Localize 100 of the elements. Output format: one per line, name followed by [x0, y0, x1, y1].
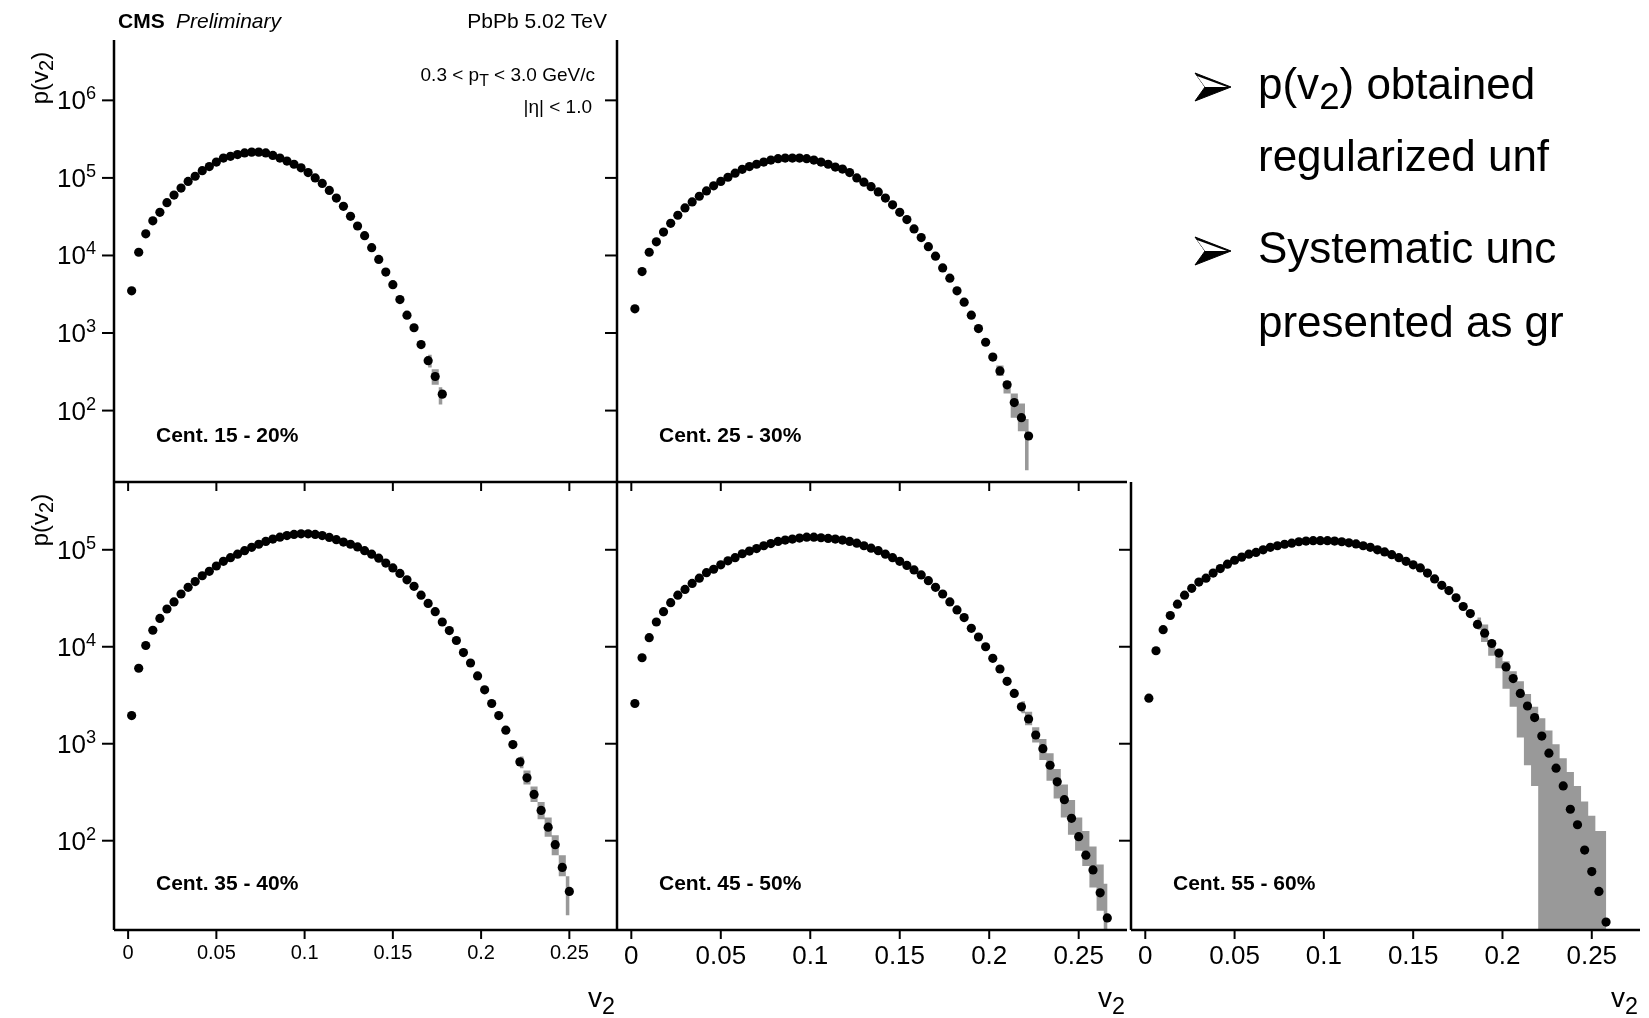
point: [938, 263, 948, 273]
point: [1016, 413, 1027, 423]
point: [644, 247, 654, 257]
point: [345, 211, 356, 221]
x-tick-label: 0.05: [196, 941, 236, 963]
point: [367, 243, 377, 253]
x-axis-title: v$_{2}$: [588, 982, 615, 1018]
point: [204, 161, 214, 172]
point: [959, 297, 969, 307]
point: [823, 159, 833, 169]
x-tick-label: 0.1: [792, 940, 829, 971]
point: [388, 280, 398, 290]
point: [880, 193, 891, 203]
point: [141, 229, 151, 239]
point: [176, 183, 186, 193]
point: [902, 215, 912, 225]
point: [673, 210, 683, 220]
point: [232, 149, 243, 160]
x-tick-label: 0.05: [695, 940, 747, 971]
point: [966, 310, 976, 320]
x-tick-label: 0: [624, 940, 639, 971]
annotation: Cent. 15 - 20%: [156, 423, 299, 446]
point: [395, 294, 405, 305]
point: [930, 251, 941, 261]
point: [127, 286, 137, 296]
point: [909, 224, 919, 234]
point: [169, 190, 179, 200]
point: [952, 286, 962, 296]
y-tick-label: 10$^{4}$: [56, 629, 96, 662]
x-tick-label: 0.25: [1566, 940, 1618, 971]
text: Preliminary: [176, 9, 282, 32]
point: [374, 254, 384, 264]
x-tick-label: 0: [122, 941, 134, 963]
point: [296, 163, 306, 173]
point: [666, 218, 676, 228]
point: [162, 198, 172, 208]
point: [701, 186, 712, 196]
x-tick-label: 0.15: [373, 941, 413, 963]
point: [887, 200, 898, 210]
point: [837, 164, 848, 174]
x-tick-label: 0.1: [290, 941, 319, 963]
point: [680, 203, 690, 213]
point: [211, 157, 221, 167]
x-tick-label: 0.2: [971, 940, 1008, 971]
text: p(v$_{2}$) obtained: [1258, 59, 1536, 117]
annotation: Cent. 35 - 40%: [156, 871, 299, 894]
y-tick-label: 10$^{2}$: [56, 823, 96, 856]
point: [148, 216, 158, 226]
point: [268, 150, 278, 161]
text: PbPb 5.02 TeV: [467, 9, 607, 32]
point: [416, 339, 426, 350]
point: [310, 173, 320, 183]
point: [873, 187, 883, 197]
point: [916, 232, 926, 243]
point: [317, 178, 327, 188]
point: [658, 227, 669, 237]
point: [751, 159, 762, 169]
point: [744, 161, 755, 172]
point: [723, 172, 733, 182]
y-tick-label: 10$^{4}$: [56, 238, 96, 271]
point: [716, 176, 726, 187]
point: [923, 242, 933, 252]
point: [331, 193, 341, 203]
x-tick-label: 0.2: [1484, 940, 1521, 971]
x-tick-label: 0.1: [1305, 940, 1342, 971]
point: [630, 304, 640, 314]
point: [409, 323, 419, 333]
y-tick-label: 10$^{5}$: [56, 532, 96, 565]
x-tick-label: 0.2: [467, 941, 496, 963]
x-tick-label: 0.15: [874, 940, 926, 971]
point: [183, 176, 193, 187]
point: [845, 168, 855, 178]
x-axis-title: v$_{2}$: [1611, 982, 1638, 1018]
x-tick-label: 0.25: [549, 941, 589, 963]
x-tick-label: 0: [1138, 940, 1153, 971]
x-axis-title: v$_{2}$: [1098, 982, 1125, 1018]
text: regularized unf: [1258, 131, 1550, 180]
point: [197, 166, 207, 176]
point: [816, 157, 826, 167]
text: presented as gr: [1258, 297, 1564, 346]
point: [981, 337, 991, 347]
text: Systematic unc: [1258, 223, 1557, 272]
point: [1002, 380, 1012, 390]
point: [995, 366, 1005, 376]
text: CMS: [118, 9, 165, 32]
y-tick-label: 10$^{3}$: [56, 316, 96, 349]
point: [866, 182, 876, 192]
point: [423, 356, 433, 366]
point: [381, 267, 391, 277]
annotation: Cent. 25 - 30%: [659, 423, 802, 446]
point: [637, 266, 647, 277]
point: [402, 310, 412, 320]
y-tick-label: 10$^{6}$: [56, 83, 96, 116]
point: [352, 221, 363, 231]
annotation: 0.3 < p$_{T}$ < 3.0 GeV/c: [420, 64, 595, 89]
point: [134, 247, 144, 257]
point: [303, 168, 313, 178]
point: [338, 201, 349, 211]
point: [730, 168, 740, 178]
y-tick-label: 10$^{2}$: [56, 393, 96, 426]
